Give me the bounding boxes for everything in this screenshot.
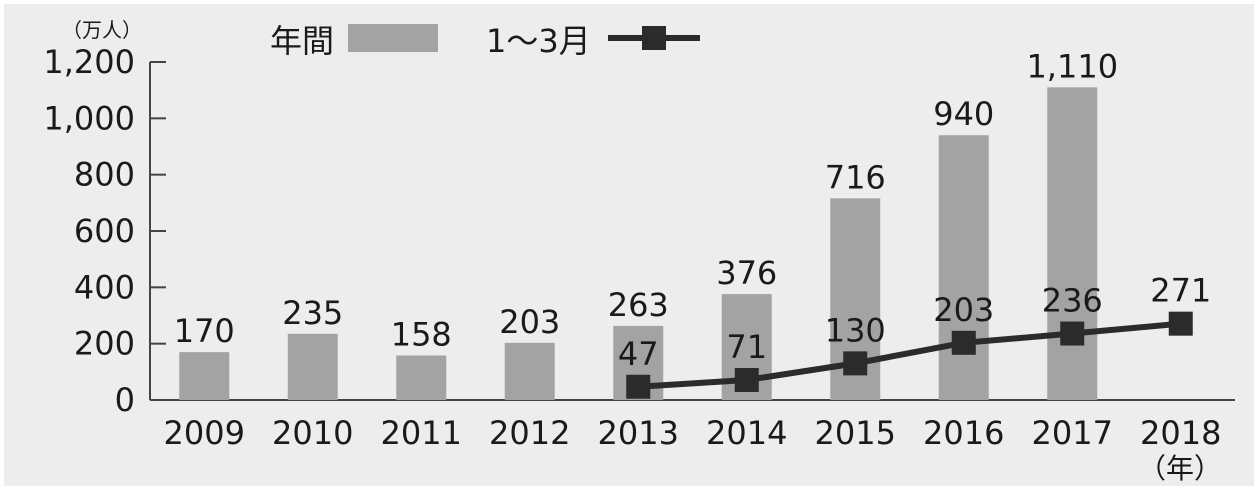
x-tick-label: 2018 — [1140, 414, 1221, 452]
bar-value-label: 376 — [716, 254, 777, 292]
bar-value-label: 235 — [282, 294, 343, 332]
y-tick-label: 600 — [74, 212, 135, 250]
bar-2016 — [938, 135, 989, 400]
line-series: 47 71 130 203 236 271 — [618, 272, 1211, 399]
legend-label-line: 1～3月 — [486, 22, 591, 60]
bar-2011 — [396, 355, 447, 400]
bar-value-label: 158 — [391, 315, 452, 353]
chart-background — [4, 4, 1254, 486]
y-tick-label: 200 — [74, 325, 135, 363]
bar-2009 — [179, 352, 230, 400]
line-marker-2016 — [951, 330, 976, 355]
x-tick-label: 2010 — [272, 414, 353, 452]
line-path — [638, 320, 1182, 390]
line-value-label: 71 — [726, 328, 767, 366]
x-tick-label: 2012 — [489, 414, 570, 452]
x-tick-label: 2015 — [815, 414, 896, 452]
x-axis: 2009 2010 2011 2012 2013 2014 2015 2016 2017 2018 — [164, 414, 1222, 452]
y-tick-label: 800 — [74, 156, 135, 194]
legend: 年間 1～3月 — [270, 22, 700, 60]
bar-value-label: 170 — [174, 312, 235, 350]
line-value-label: 203 — [933, 291, 994, 329]
y-tick-label: 1,000 — [43, 99, 135, 137]
y-axis: 0 200 400 600 800 1,000 1,200 — [43, 43, 166, 419]
line-marker-2015 — [843, 351, 868, 376]
line-marker-2018 — [1168, 311, 1193, 336]
legend-label-bars: 年間 — [270, 22, 334, 60]
y-tick-label: 400 — [74, 268, 135, 306]
bar-value-label: 203 — [499, 303, 560, 341]
unit-label: （万人） — [62, 18, 142, 42]
line-marker-2013 — [626, 374, 651, 399]
x-tick-label: 2016 — [923, 414, 1004, 452]
y-tick-label: 0 — [115, 381, 135, 419]
line-value-label: 47 — [618, 335, 659, 373]
bar-2010 — [287, 333, 338, 400]
bar-value-label: 1,110 — [1026, 47, 1118, 85]
x-axis-unit-label: （年） — [1138, 452, 1222, 485]
x-tick-label: 2017 — [1032, 414, 1113, 452]
x-tick-label: 2011 — [381, 414, 462, 452]
bar-series: 170 235 158 203 263 376 716 940 1,110 — [174, 47, 1118, 400]
bar-2012 — [504, 342, 555, 400]
x-tick-label: 2014 — [706, 414, 787, 452]
x-tick-label: 2013 — [598, 414, 679, 452]
line-value-label: 236 — [1042, 282, 1103, 320]
bar-value-label: 716 — [825, 158, 886, 196]
legend-swatch-marker — [642, 26, 666, 50]
line-value-label: 130 — [825, 311, 886, 349]
legend-swatch-bars — [348, 24, 438, 52]
line-value-label: 271 — [1150, 272, 1211, 310]
line-marker-2014 — [734, 368, 759, 393]
bar-2017 — [1047, 87, 1098, 400]
y-tick-label: 1,200 — [43, 43, 135, 81]
line-marker-2017 — [1060, 321, 1085, 346]
x-tick-label: 2009 — [164, 414, 245, 452]
bar-value-label: 940 — [933, 95, 994, 133]
bar-value-label: 263 — [608, 286, 669, 324]
